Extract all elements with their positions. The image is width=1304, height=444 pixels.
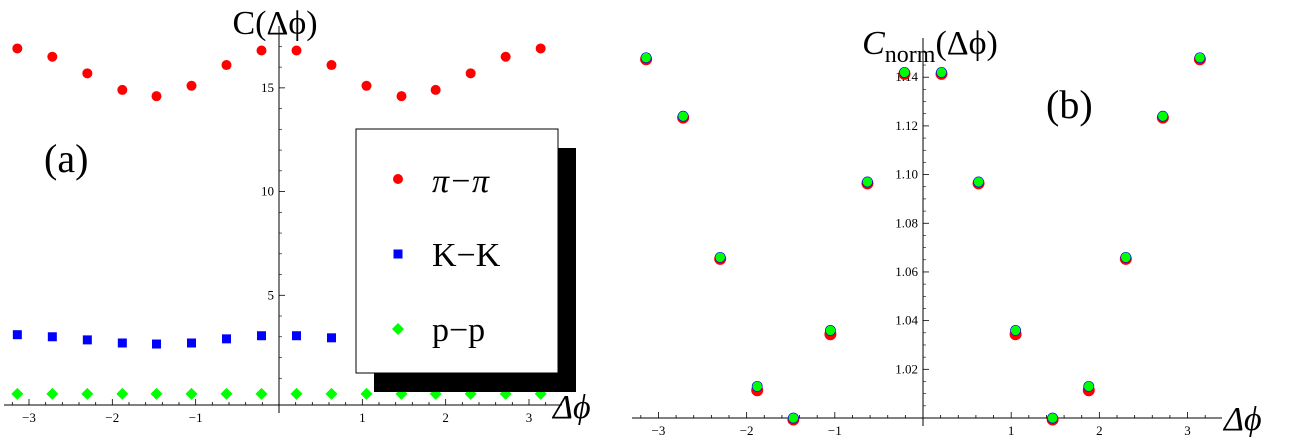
legend-marker-k — [393, 249, 403, 259]
chart-a-x-tick-label: −3 — [22, 410, 36, 425]
chart-a-point-K−K — [327, 333, 336, 343]
chart-a-y-tick-label: 10 — [261, 184, 274, 199]
chart-a-point-K−K — [257, 331, 266, 341]
chart-b-x-tick-label: 1 — [1008, 423, 1015, 438]
chart-b-panel-label: (b) — [1046, 82, 1093, 127]
chart-a-point-π−π — [500, 51, 511, 62]
chart-a-point-K−K — [292, 331, 301, 341]
legend-box — [355, 128, 559, 374]
chart-a-point-π−π — [430, 84, 441, 95]
chart-a-point-π−π — [117, 84, 128, 95]
chart-b-point-p−p — [1121, 252, 1131, 263]
chart-a-point-π−π — [186, 80, 197, 91]
chart-a-x-tick-label: 3 — [526, 410, 533, 425]
chart-a-x-tick-label: −2 — [105, 410, 119, 425]
chart-a-point-π−π — [256, 45, 267, 56]
chart-a-point-π−π — [151, 91, 162, 102]
chart-a-point-p−p — [46, 387, 59, 400]
chart-b-point-p−p — [1010, 325, 1021, 336]
chart-b-y-tick-label: 1.12 — [895, 118, 918, 133]
chart-a-point-π−π — [535, 43, 546, 54]
chart-a-point-π−π — [291, 45, 302, 56]
chart-b-point-p−p — [678, 111, 688, 121]
chart-b-x-tick-label: 2 — [1096, 423, 1103, 438]
chart-a-point-p−p — [185, 387, 198, 400]
chart-a-point-π−π — [12, 43, 23, 54]
legend-marker-pi — [393, 174, 403, 184]
chart-a-point-K−K — [82, 335, 92, 345]
chart-b-point-p−p — [862, 177, 873, 187]
chart-a-point-p−p — [325, 387, 338, 400]
chart-b-point-p−p — [973, 177, 984, 187]
chart-b-point-p−p — [825, 325, 836, 336]
chart-a-point-π−π — [465, 68, 476, 79]
chart-b-y-tick-label: 1.06 — [895, 264, 918, 279]
chart-b-point-p−p — [936, 67, 947, 78]
chart-a-x-tick-label: 2 — [442, 410, 449, 425]
chart-b-x-tick-label: −2 — [740, 423, 754, 438]
chart-b-point-p−p — [715, 252, 725, 263]
chart-b-y-tick-label: 1.04 — [895, 313, 918, 328]
chart-a-point-π−π — [47, 51, 58, 62]
chart-a-title: C(Δϕ) — [232, 5, 317, 42]
legend-entry-pi: π−π — [432, 163, 490, 200]
legend-entry-k: K−K — [432, 237, 501, 274]
chart-b-x-tick-label: 3 — [1184, 423, 1191, 438]
chart-a-axes: −3 −2 −1 1 2 3 5 10 15 — [4, 26, 562, 425]
chart-a-point-K−K — [152, 339, 161, 349]
chart-b-x-tick-label: −1 — [828, 423, 842, 438]
chart-a-point-π−π — [396, 91, 407, 102]
chart-a-point-p−p — [116, 387, 129, 400]
chart-a-x-tick-label: 1 — [359, 410, 366, 425]
chart-a-legend: π−π K−K p−p — [355, 128, 576, 392]
chart-a-point-p−p — [11, 387, 24, 400]
chart-a-x-tick-label: −1 — [189, 410, 203, 425]
chart-a-y-tick-label: 15 — [261, 80, 274, 95]
chart-b-point-p−p — [1195, 52, 1205, 63]
chart-a-point-p−p — [360, 387, 373, 400]
chart-b-point-p−p — [752, 381, 763, 392]
chart-a-point-K−K — [222, 334, 231, 344]
chart-b-point-p−p — [1083, 381, 1094, 392]
chart-b-y-tick-label: 1.08 — [895, 215, 918, 230]
chart-b-points — [640, 52, 1206, 426]
chart-a-point-π−π — [82, 68, 93, 79]
chart-a: −3 −2 −1 1 2 3 5 10 15 C(Δϕ) (a) Δϕ π−π K−K p−p — [4, 5, 591, 426]
chart-a-point-p−p — [290, 387, 303, 400]
chart-a-point-π−π — [361, 80, 372, 91]
chart-b-y-tick-label: 1.02 — [895, 361, 918, 376]
chart-b-point-p−p — [788, 413, 799, 423]
legend-entry-p: p−p — [432, 312, 485, 349]
chart-a-point-p−p — [255, 387, 268, 400]
chart-a-point-π−π — [326, 60, 337, 71]
chart-a-panel-label: (a) — [44, 136, 88, 181]
chart-b-title: Cnorm(Δϕ) — [862, 25, 998, 68]
chart-b-point-p−p — [641, 52, 651, 63]
chart-b-y-tick-label: 1.10 — [895, 167, 918, 182]
chart-b-x-tick-label: −3 — [652, 423, 666, 438]
chart-a-xlabel: Δϕ — [551, 389, 591, 426]
chart-a-point-K−K — [12, 330, 22, 340]
legend-marker-p — [392, 323, 404, 335]
chart-b-point-p−p — [899, 67, 910, 78]
chart-a-y-tick-label: 5 — [268, 287, 275, 302]
chart-a-point-K−K — [187, 338, 196, 348]
chart-a-point-K−K — [47, 332, 57, 342]
chart-b-point-p−p — [1047, 413, 1058, 423]
chart-a-point-π−π — [221, 60, 232, 71]
chart-a-point-K−K — [117, 338, 127, 348]
chart-a-point-p−p — [81, 387, 94, 400]
chart-a-point-p−p — [220, 387, 233, 400]
chart-a-point-p−p — [150, 387, 163, 400]
chart-b-point-p−p — [1158, 111, 1168, 121]
chart-b-xlabel: Δϕ — [1222, 401, 1262, 438]
